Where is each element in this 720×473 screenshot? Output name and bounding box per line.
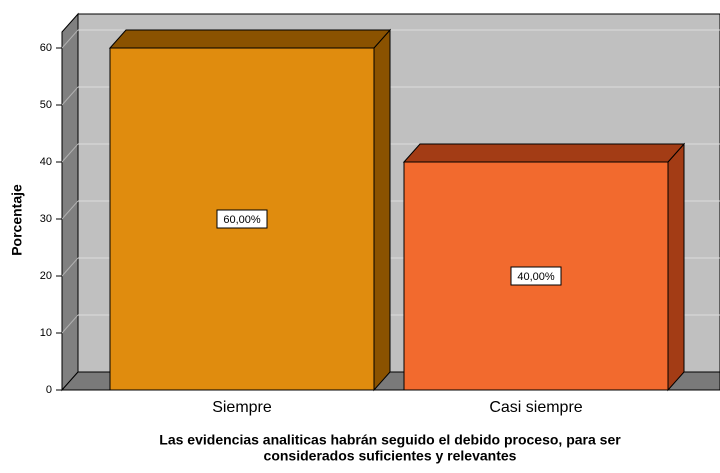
y-tick-label: 20 [40,270,52,282]
bar-side [667,142,685,392]
side-wall [61,12,79,392]
bar-side [373,28,391,392]
y-tick-label: 60 [40,42,52,54]
y-axis-label: Porcentaje [9,184,25,256]
grid-line [61,86,79,106]
value-label-box [510,266,562,286]
value-label: 60,00% [223,214,261,226]
bar-top [108,29,392,49]
bar-top [402,143,686,163]
y-tick-label: 40 [40,156,52,168]
bar-group: 60,00% [108,28,392,392]
x-axis-label: Las evidencias analiticas habrán seguido… [159,432,621,448]
y-tick-label: 30 [40,213,52,225]
y-tick-label: 50 [40,99,52,111]
grid-line [61,257,79,277]
grid-line [61,143,79,163]
grid-line [61,314,79,334]
y-tick-label: 0 [46,384,52,396]
x-tick-label: Siempre [212,399,272,416]
value-label: 40,00% [517,271,555,283]
x-axis-label: considerados suficientes y relevantes [264,448,517,464]
y-tick-label: 10 [40,327,52,339]
bar-group: 40,00% [402,142,686,392]
grid-line [61,200,79,220]
value-label-box [216,209,268,229]
grid-line [61,29,79,49]
x-tick-label: Casi siempre [489,399,582,416]
bars: 60,00% 40,00% [108,28,686,392]
